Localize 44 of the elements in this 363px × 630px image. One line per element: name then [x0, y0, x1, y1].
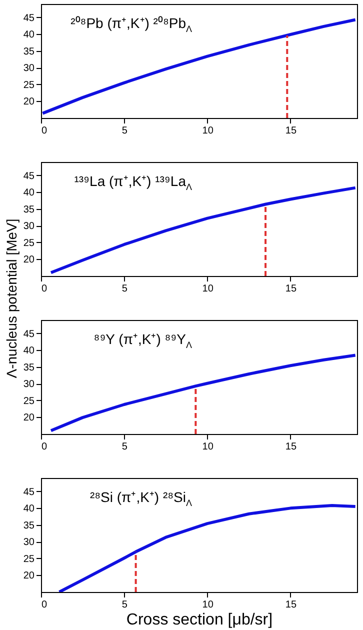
y-tick-label: 45 — [23, 486, 35, 498]
x-tick-label: 10 — [202, 600, 214, 610]
x-tick-label: 10 — [202, 126, 214, 136]
y-tick-label: 20 — [23, 96, 35, 108]
y-tick-label: 30 — [23, 221, 35, 232]
y-tick-label: 30 — [23, 63, 35, 74]
y-tick-label: 35 — [23, 46, 35, 58]
x-tick-label: 0 — [42, 126, 48, 136]
x-tick-label: 15 — [285, 284, 297, 294]
y-tick-label: 20 — [23, 570, 35, 582]
x-tick-label: 5 — [122, 600, 128, 610]
x-tick-label: 15 — [285, 126, 297, 136]
y-tick-label: 35 — [23, 204, 35, 216]
x-tick-label: 5 — [122, 284, 128, 294]
y-tick-label: 30 — [23, 379, 35, 390]
x-tick-label: 0 — [42, 600, 48, 610]
x-tick-label: 0 — [42, 284, 48, 294]
y-tick-label: 40 — [23, 188, 35, 199]
x-tick-label: 15 — [285, 442, 297, 452]
line-series — [41, 18, 357, 115]
x-tick-label: 15 — [285, 600, 297, 610]
x-tick-label: 5 — [122, 126, 128, 136]
y-tick-label: 20 — [23, 254, 35, 266]
y-tick-label: 25 — [23, 238, 35, 249]
y-tick-label: 30 — [23, 537, 35, 548]
y-tick-label: 20 — [23, 412, 35, 424]
line-series — [49, 354, 357, 432]
y-tick-label: 40 — [23, 30, 35, 41]
x-tick-label: 0 — [42, 442, 48, 452]
y-tick-label: 45 — [23, 328, 35, 340]
x-tick-label: 10 — [202, 442, 214, 452]
y-tick-label: 45 — [23, 12, 35, 24]
x-tick-label: 10 — [202, 284, 214, 294]
y-tick-label: 35 — [23, 362, 35, 374]
y-tick-label: 40 — [23, 504, 35, 515]
y-tick-label: 25 — [23, 396, 35, 407]
y-tick-label: 35 — [23, 520, 35, 532]
y-tick-label: 40 — [23, 346, 35, 357]
y-tick-label: 25 — [23, 80, 35, 91]
y-tick-label: 25 — [23, 554, 35, 565]
y-tick-label: 45 — [23, 170, 35, 182]
x-axis-title: Cross section [μb/sr] — [126, 612, 273, 628]
y-axis-title: Λ-nucleus potential [MeV] — [3, 218, 20, 378]
x-tick-label: 5 — [122, 442, 128, 452]
